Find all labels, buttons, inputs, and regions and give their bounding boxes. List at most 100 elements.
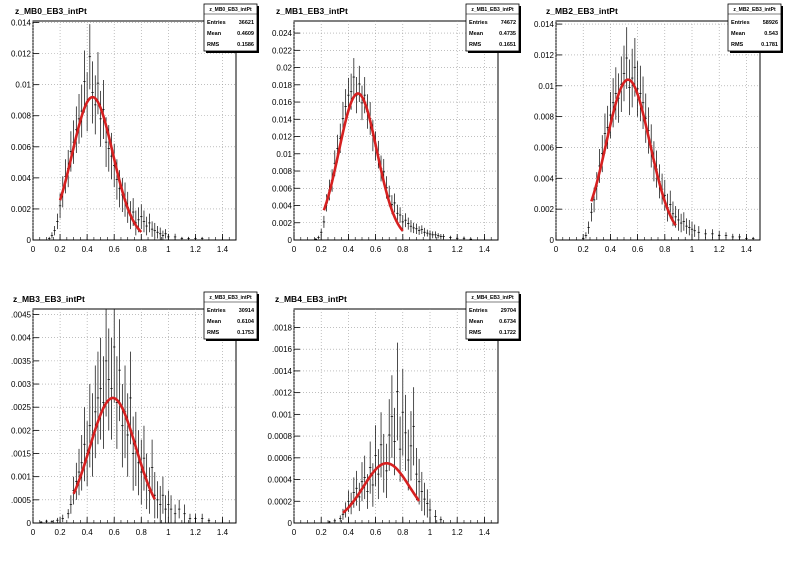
stats-value-mean: 0.543: [764, 31, 778, 37]
y-tick-label: 0.0004: [268, 476, 293, 485]
stats-value-rms: 0.1781: [761, 42, 778, 48]
gaussian-fit-curve: [322, 92, 404, 232]
y-tick-label: 0.008: [534, 113, 555, 122]
y-tick-label: 0.024: [272, 29, 293, 38]
x-tick-label: 0: [31, 245, 36, 254]
y-tick-label: 0.012: [11, 50, 32, 59]
stats-value-entries: 30914: [239, 308, 255, 314]
stats-value-rms: 0.1753: [237, 330, 254, 336]
histogram-title: z_MB1_EB3_intPt: [276, 6, 348, 16]
x-tick-label: 1.4: [217, 528, 229, 537]
y-tick-label-zero: 0: [288, 236, 293, 245]
histogram-title: z_MB3_EB3_intPt: [13, 294, 85, 304]
stats-label-rms: RMS: [207, 42, 220, 48]
stats-name: z_MB2_EB3_intPt: [733, 7, 776, 13]
histogram-pad: z_MB4_EB3_intPt 0 0.2 0.4 0.6 0.8 1 1.2 1.4 0.000…: [268, 291, 521, 537]
y-tick-label: .0035: [11, 357, 32, 366]
x-tick-label: 0: [292, 528, 297, 537]
histogram-pad: z_MB3_EB3_intPt 0 0.2 0.4 0.6 0.8 1 1.2 1.4 .0005…: [11, 291, 259, 537]
stats-value-entries: 58926: [763, 20, 778, 26]
stats-box: z_MB3_EB3_intPt Entries 30914 Mean 0.6104 RMS…: [203, 291, 259, 341]
y-tick-label: 0.004: [11, 174, 32, 183]
x-tick-label: 0.6: [109, 245, 121, 254]
y-tick-label: 0.012: [534, 51, 555, 60]
plot-frame: [32, 308, 237, 524]
y-tick-label: 0.004: [272, 202, 293, 211]
stats-label-mean: Mean: [207, 31, 222, 37]
stats-label-entries: Entries: [731, 20, 750, 26]
stats-label-entries: Entries: [207, 308, 226, 314]
x-tick-label: 0.6: [370, 245, 382, 254]
stats-value-rms: 0.1651: [499, 42, 516, 48]
y-tick-label: 0.01: [276, 150, 292, 159]
y-tick-label: .0045: [11, 311, 32, 320]
stats-box: z_MB0_EB3_intPt Entries 36621 Mean 0.4609 RMS…: [203, 3, 259, 53]
x-tick-label: 1: [428, 245, 433, 254]
x-tick-label: 0: [31, 528, 36, 537]
x-tick-label: 1.4: [479, 245, 491, 254]
y-tick-label: 0.006: [534, 143, 555, 152]
stats-label-rms: RMS: [469, 42, 482, 48]
stats-value-mean: 0.6104: [237, 319, 255, 325]
y-tick-label: 0.018: [272, 81, 293, 90]
x-tick-label: 1.4: [479, 528, 491, 537]
stats-value-rms: 0.1586: [237, 42, 254, 48]
stats-label-entries: Entries: [207, 20, 226, 26]
y-tick-label: .0012: [272, 389, 293, 398]
x-tick-label: 1: [166, 245, 171, 254]
histogram-pad: z_MB2_EB3_intPt 0 0.2 0.4 0.6 0.8 1 1.2 1.4 0.002…: [534, 3, 783, 254]
stats-box-frame: [465, 3, 520, 52]
x-tick-label: 0.8: [136, 528, 148, 537]
data-points: [48, 24, 204, 240]
stats-value-rms: 0.1722: [499, 330, 516, 336]
x-tick-label: 1.4: [741, 245, 753, 254]
y-tick-label: .0025: [11, 403, 32, 412]
stats-box-frame: [727, 3, 782, 52]
x-tick-label: 1.2: [714, 245, 726, 254]
y-tick-label: 0.002: [272, 219, 293, 228]
y-tick-label: 0.001: [11, 473, 32, 482]
y-tick-label: 0.008: [11, 112, 32, 121]
gaussian-fit-curve: [58, 95, 143, 233]
gaussian-fit-curve: [72, 396, 156, 500]
stats-name: z_MB4_EB3_intPt: [471, 295, 514, 301]
stats-box: z_MB2_EB3_intPt Entries 58926 Mean 0.543 RMS 0…: [727, 3, 783, 53]
stats-label-mean: Mean: [207, 319, 222, 325]
y-tick-label-zero: 0: [27, 519, 32, 528]
y-tick-label: 0.014: [272, 115, 293, 124]
stats-value-mean: 0.4609: [237, 31, 254, 37]
x-tick-label: 0: [554, 245, 559, 254]
stats-name: z_MB1_EB3_intPt: [471, 7, 514, 13]
x-tick-label: 1.4: [217, 245, 229, 254]
y-tick-label: 0.002: [11, 426, 32, 435]
x-tick-label: 0.4: [343, 245, 355, 254]
histogram-title: z_MB0_EB3_intPt: [15, 6, 87, 16]
x-tick-label: 0.6: [370, 528, 382, 537]
plot-frame: [555, 20, 761, 241]
y-tick-label: .0015: [11, 450, 32, 459]
stats-value-entries: 74672: [501, 20, 516, 26]
x-tick-label: 0.2: [578, 245, 590, 254]
histogram-title: z_MB4_EB3_intPt: [275, 294, 347, 304]
data-points: [39, 309, 211, 523]
stats-label-mean: Mean: [469, 31, 484, 37]
stats-label-mean: Mean: [469, 319, 484, 325]
x-tick-label: 1: [428, 528, 433, 537]
y-tick-label: 0.02: [276, 64, 292, 73]
x-tick-label: 0.8: [397, 245, 409, 254]
y-tick-label: 0.003: [11, 380, 32, 389]
y-tick-label: 0.01: [538, 82, 554, 91]
gaussian-fit-curve: [590, 78, 677, 227]
stats-box-frame: [203, 291, 258, 340]
x-tick-label: 1: [690, 245, 695, 254]
y-tick-label: .0005: [11, 496, 32, 505]
x-tick-label: 0.4: [605, 245, 617, 254]
y-tick-label: 0.001: [272, 410, 293, 419]
y-tick-label: 0.002: [534, 205, 555, 214]
y-tick-label: 0.014: [11, 19, 32, 28]
y-tick-label: 0.012: [272, 133, 293, 142]
x-tick-label: 0.2: [316, 528, 328, 537]
y-tick-label: 0.0002: [268, 497, 293, 506]
y-tick-label-zero: 0: [27, 236, 32, 245]
